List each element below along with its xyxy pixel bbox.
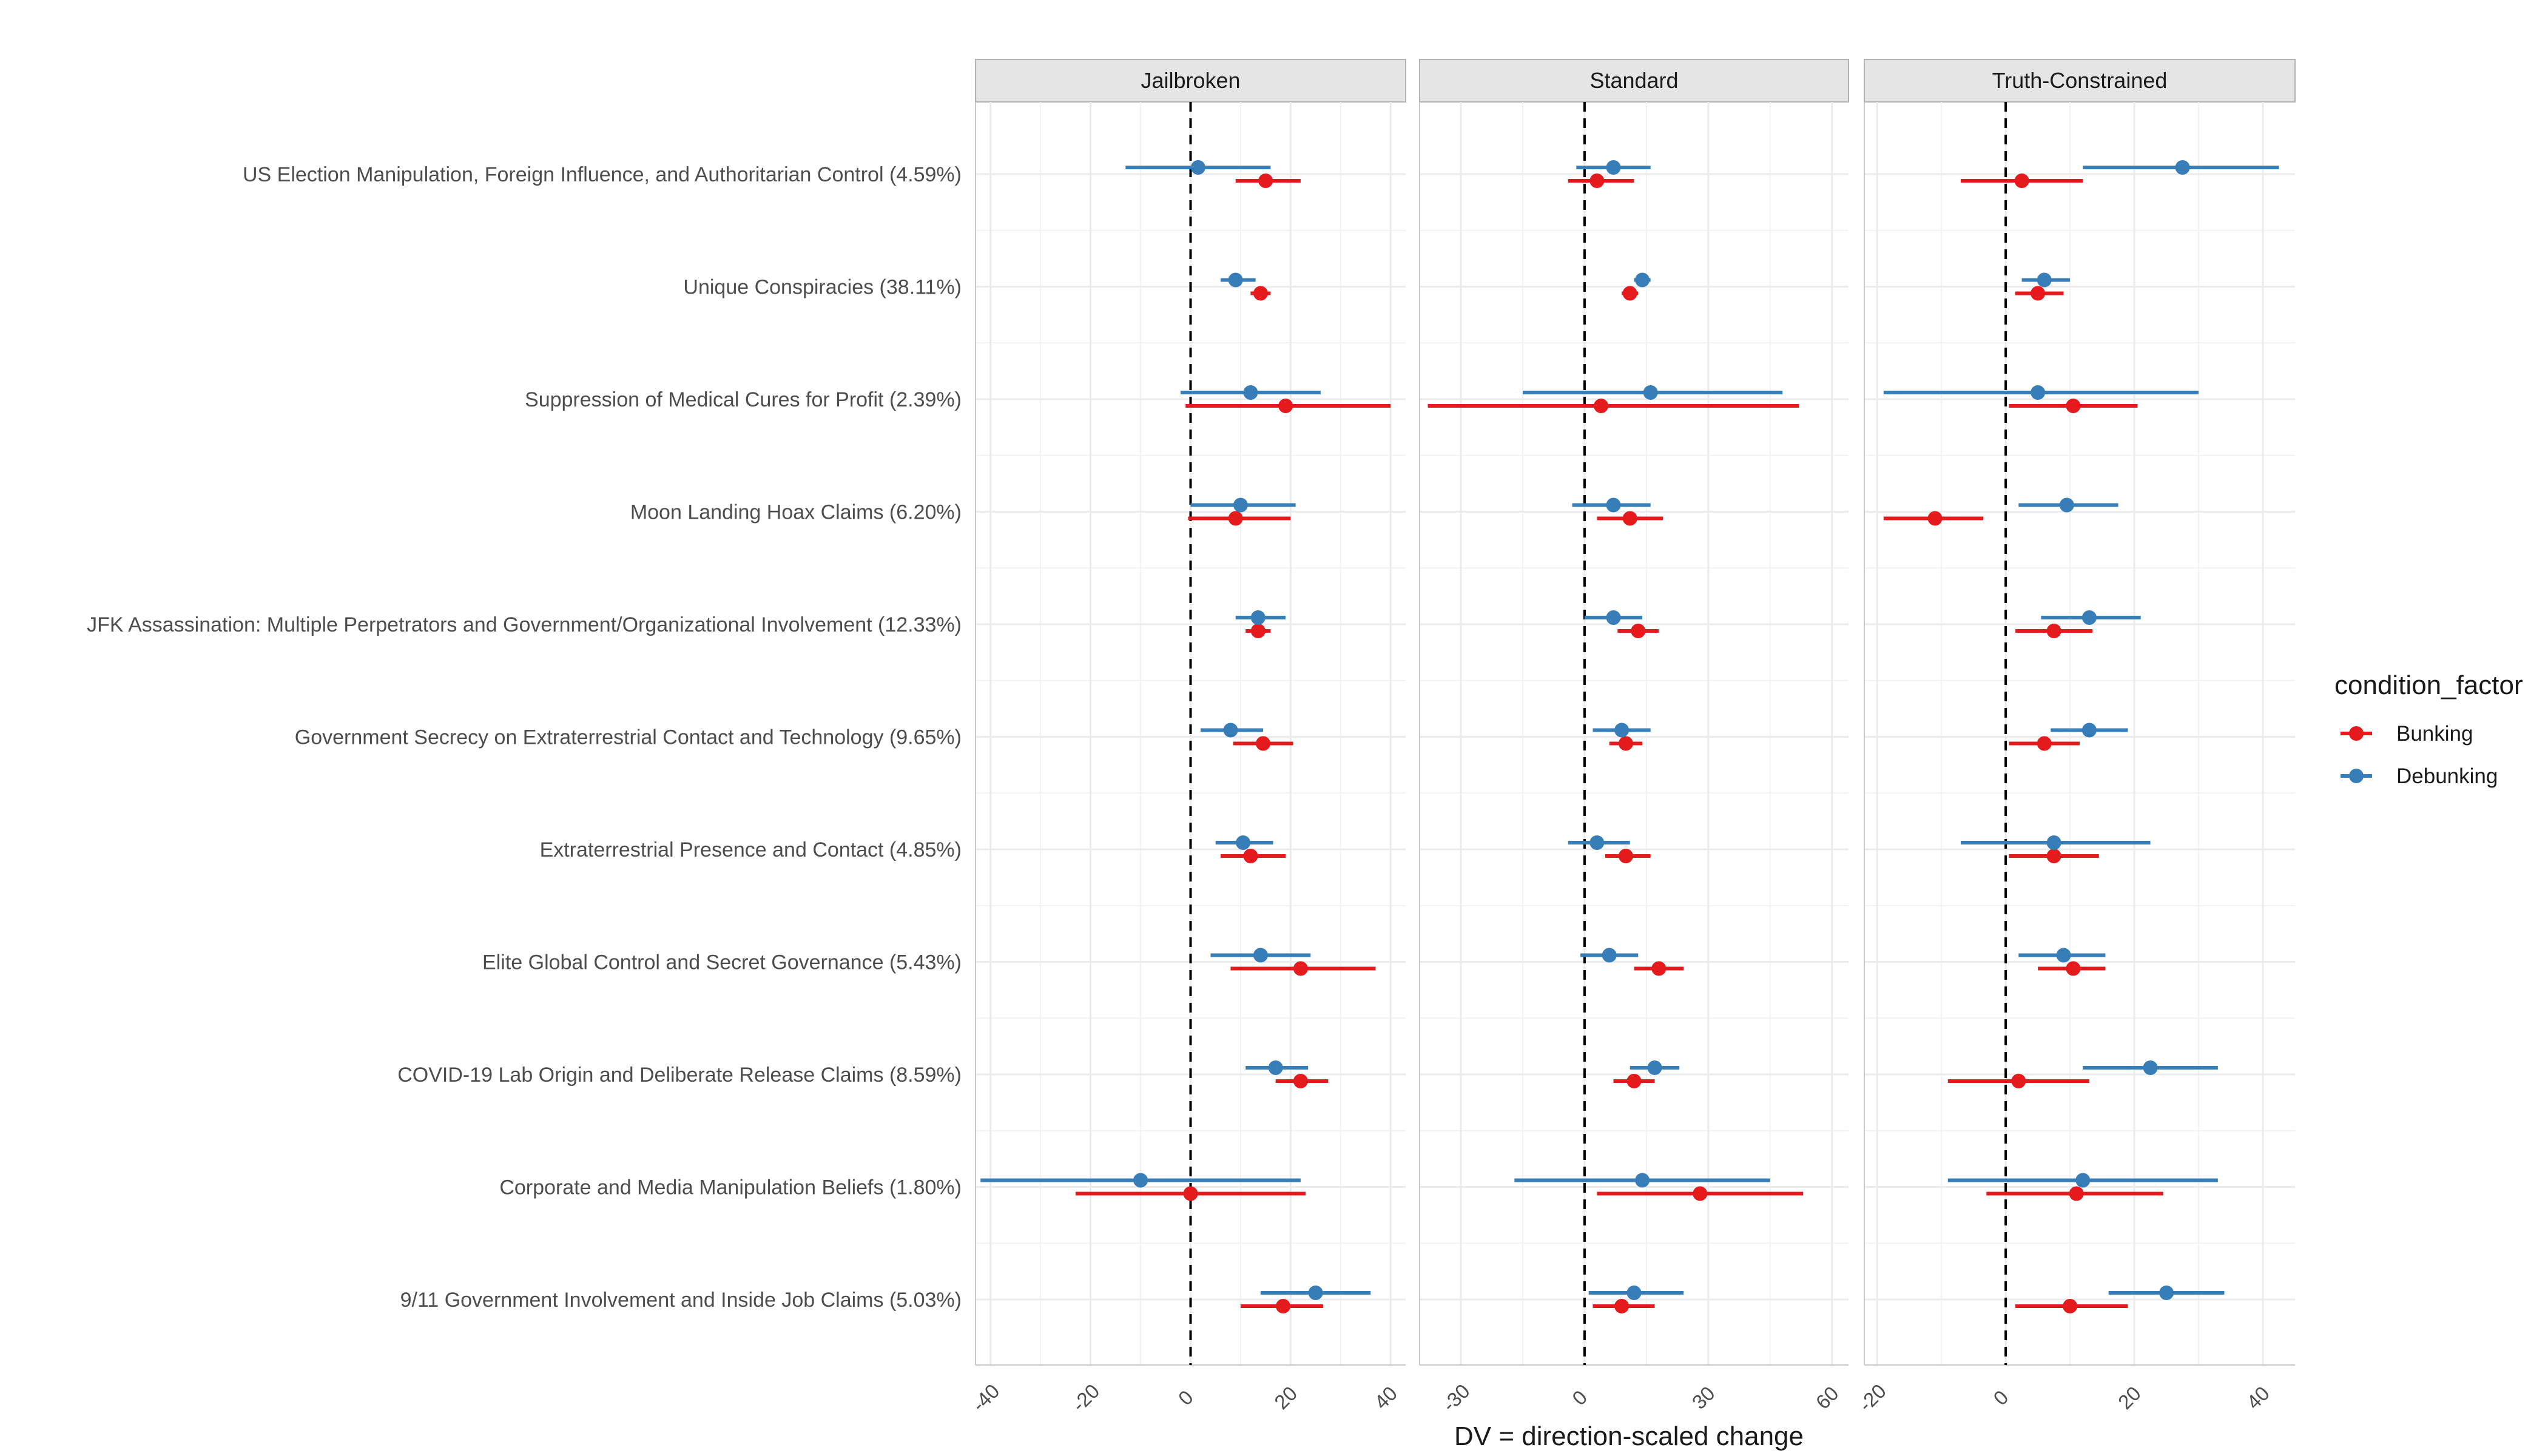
facet-strip-label: Jailbroken (1141, 68, 1240, 93)
facet-panel: Jailbroken-40 -20 0 20 40 (968, 59, 1406, 1416)
point-estimate (1268, 1060, 1283, 1075)
category-label: Extraterrestrial Presence and Contact (4… (540, 838, 962, 861)
legend-key-point (2349, 726, 2364, 741)
point-estimate (1293, 1074, 1308, 1088)
x-axis-title: DV = direction-scaled change (1454, 1421, 1804, 1451)
point-estimate (2069, 1186, 2084, 1201)
point-estimate (1276, 1299, 1291, 1313)
point-estimate (1589, 174, 1605, 188)
point-estimate (1618, 849, 1633, 863)
point-estimate (2063, 1299, 2078, 1313)
point-estimate (1253, 286, 1268, 301)
point-estimate (1618, 736, 1633, 751)
point-estimate (2175, 160, 2190, 175)
point-estimate (1626, 1074, 1642, 1088)
point-estimate (1228, 511, 1243, 526)
category-label: 9/11 Government Involvement and Inside J… (400, 1289, 962, 1312)
point-estimate (1278, 399, 1293, 413)
point-estimate (2031, 385, 2046, 400)
point-estimate (1236, 835, 1251, 850)
category-label: JFK Assassination: Multiple Perpetrators… (87, 613, 962, 636)
point-estimate (1606, 497, 1621, 513)
point-estimate (2059, 497, 2074, 513)
point-estimate (1228, 272, 1243, 288)
point-estimate (2081, 610, 2097, 625)
category-label: Corporate and Media Manipulation Beliefs… (499, 1176, 962, 1199)
legend-title: condition_factor (2334, 670, 2523, 700)
point-estimate (2143, 1060, 2158, 1075)
point-estimate (1693, 1186, 1708, 1201)
category-label: COVID-19 Lab Origin and Deliberate Relea… (397, 1063, 962, 1087)
category-label: US Election Manipulation, Foreign Influe… (243, 163, 962, 186)
legend: condition_factor Bunking Debunking (2334, 670, 2523, 788)
point-estimate (2037, 736, 2052, 751)
point-estimate (1133, 1173, 1148, 1188)
point-estimate (2081, 723, 2097, 738)
facet-strip (975, 59, 1406, 103)
point-estimate (1651, 961, 1667, 976)
point-estimate (2014, 174, 2029, 188)
point-estimate (2046, 849, 2061, 863)
category-label: Suppression of Medical Cures for Profit … (525, 388, 962, 411)
point-estimate (2056, 948, 2071, 963)
point-estimate (1293, 961, 1308, 976)
point-estimate (1622, 511, 1637, 526)
point-estimate (1631, 624, 1646, 638)
point-estimate (1635, 272, 1650, 288)
point-estimate (1602, 948, 1617, 963)
point-estimate (1614, 1299, 1630, 1313)
point-estimate (2046, 624, 2061, 638)
category-labels: US Election Manipulation, Foreign Influe… (87, 163, 962, 1312)
point-estimate (1243, 385, 1258, 400)
point-estimate (1250, 610, 1266, 625)
point-estimate (2031, 286, 2046, 301)
point-estimate (1635, 1173, 1650, 1188)
point-estimate (1256, 736, 1271, 751)
facet-strip-label: Truth-Constrained (1992, 68, 2168, 93)
point-estimate (1190, 160, 1205, 175)
point-estimate (1606, 610, 1621, 625)
legend-label: Bunking (2396, 722, 2473, 746)
category-label: Unique Conspiracies (38.11%) (683, 276, 962, 299)
facet-strip (1864, 59, 2296, 103)
facet-panel: Truth-Constrained-20 0 20 40 (1854, 59, 2296, 1416)
point-estimate (1589, 835, 1605, 850)
category-label: Government Secrecy on Extraterrestrial C… (295, 726, 962, 749)
point-estimate (1927, 511, 1943, 526)
point-estimate (1614, 723, 1630, 738)
point-estimate (1183, 1186, 1198, 1201)
point-estimate (1606, 160, 1621, 175)
point-estimate (1643, 385, 1658, 400)
point-estimate (2075, 1173, 2091, 1188)
point-estimate (1258, 174, 1273, 188)
point-estimate (1243, 849, 1258, 863)
category-label: Elite Global Control and Secret Governan… (482, 951, 962, 974)
point-estimate (1626, 1286, 1642, 1300)
point-estimate (1253, 948, 1268, 963)
point-estimate (1622, 286, 1637, 301)
point-estimate (2066, 961, 2081, 976)
point-estimate (1233, 497, 1248, 513)
point-estimate (2011, 1074, 2026, 1088)
point-estimate (1647, 1060, 1662, 1075)
point-estimate (1594, 399, 1609, 413)
point-estimate (2066, 399, 2081, 413)
point-estimate (2046, 835, 2061, 850)
legend-key-point (2349, 769, 2364, 783)
legend-label: Debunking (2396, 764, 2498, 788)
category-label: Moon Landing Hoax Claims (6.20%) (630, 501, 962, 524)
point-estimate (1250, 624, 1266, 638)
facet-strip-label: Standard (1589, 68, 1678, 93)
point-estimate (1223, 723, 1238, 738)
point-estimate (2159, 1286, 2174, 1300)
facet-strip (1419, 59, 1849, 103)
point-estimate (1308, 1286, 1323, 1300)
point-estimate (2037, 272, 2052, 288)
